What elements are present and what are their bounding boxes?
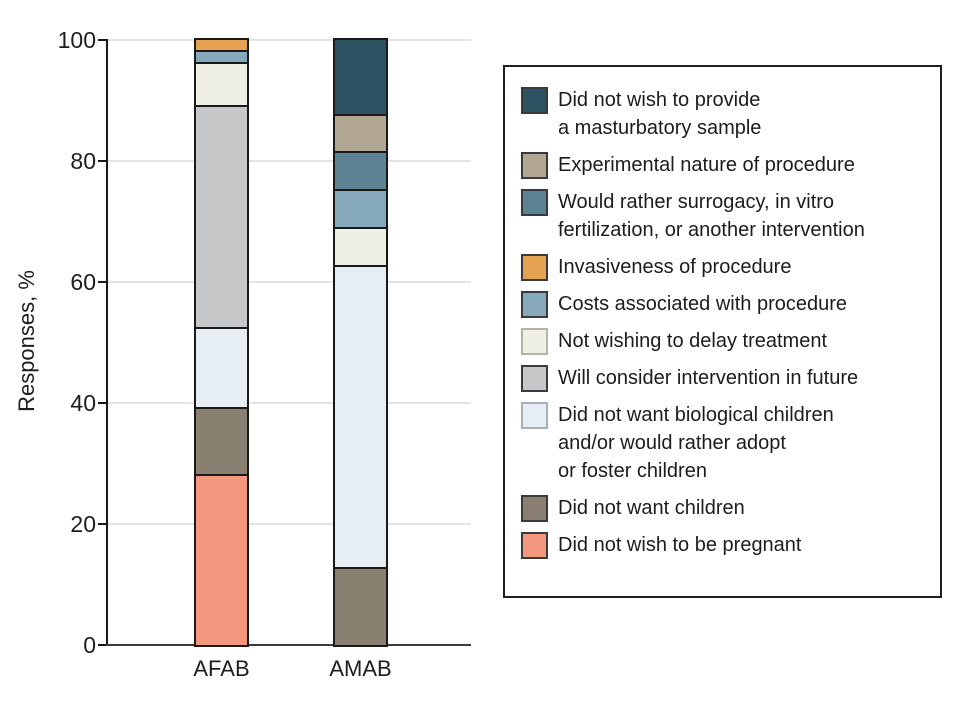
- legend-swatch-pregnant: [521, 532, 548, 559]
- legend-swatch-no_bio_children: [521, 402, 548, 429]
- legend-item-delay: Not wishing to delay treatment: [521, 327, 930, 355]
- legend-item-pregnant: Did not wish to be pregnant: [521, 531, 930, 559]
- legend-label: Did not want biological children and/or …: [558, 404, 834, 482]
- legend-item-sample: Did not wish to provide a masturbatory s…: [521, 86, 930, 142]
- bar-segment-no_bio_children: [335, 266, 386, 570]
- y-tick-label: 40: [70, 390, 96, 416]
- legend-label: Did not want children: [558, 497, 745, 519]
- legend-item-surrogacy: Would rather surrogacy, in vitro fertili…: [521, 188, 930, 244]
- legend-swatch-delay: [521, 328, 548, 355]
- gridline: [107, 281, 471, 283]
- bar-segment-no_children: [196, 409, 247, 476]
- x-category-label-amab: AMAB: [329, 656, 392, 681]
- legend-swatch-no_children: [521, 495, 548, 522]
- bar-segment-no_children: [335, 569, 386, 645]
- x-axis-line: [106, 644, 471, 646]
- bar-segment-invasive: [196, 40, 247, 53]
- bar-segment-delay: [196, 64, 247, 107]
- legend-item-no_children: Did not want children: [521, 494, 930, 522]
- legend-swatch-future: [521, 365, 548, 392]
- legend-swatch-experimental: [521, 152, 548, 179]
- gridline: [107, 523, 471, 525]
- gridline: [107, 160, 471, 162]
- y-tick-mark: [98, 39, 107, 41]
- bar-segment-sample: [335, 40, 386, 116]
- y-tick-label: 60: [70, 269, 96, 295]
- legend-label: Did not wish to be pregnant: [558, 534, 802, 556]
- legend-label: Did not wish to provide a masturbatory s…: [558, 89, 762, 139]
- legend-item-costs: Costs associated with procedure: [521, 290, 930, 318]
- bar-afab: [194, 38, 249, 647]
- bar-segment-pregnant: [196, 475, 247, 645]
- x-category-label-afab: AFAB: [193, 656, 250, 681]
- legend-label: Would rather surrogacy, in vitro fertili…: [558, 191, 865, 241]
- gridline: [107, 402, 471, 404]
- legend-label: Costs associated with procedure: [558, 293, 848, 315]
- y-tick-label: 80: [70, 148, 96, 174]
- bar-segment-costs: [335, 191, 386, 230]
- y-tick-mark: [98, 160, 107, 162]
- legend-item-experimental: Experimental nature of procedure: [521, 151, 930, 179]
- bar-segment-future: [196, 106, 247, 329]
- legend-label: Experimental nature of procedure: [558, 154, 855, 176]
- y-tick-label: 100: [57, 27, 96, 53]
- bar-segment-costs: [196, 52, 247, 65]
- legend-label: Not wishing to delay treatment: [558, 330, 828, 352]
- y-tick-mark: [98, 281, 107, 283]
- y-axis-line: [106, 39, 108, 646]
- legend-item-invasive: Invasiveness of procedure: [521, 253, 930, 281]
- bar-amab: [333, 38, 388, 647]
- y-tick-mark: [98, 644, 107, 646]
- bar-segment-experimental: [335, 115, 386, 154]
- y-tick-label: 20: [70, 511, 96, 537]
- legend-label: Invasiveness of procedure: [558, 256, 792, 278]
- legend-swatch-invasive: [521, 254, 548, 281]
- bar-segment-no_bio_children: [196, 328, 247, 410]
- legend-item-no_bio_children: Did not want biological children and/or …: [521, 401, 930, 485]
- bar-segment-delay: [335, 229, 386, 267]
- legend-swatch-costs: [521, 291, 548, 318]
- y-tick-mark: [98, 402, 107, 404]
- bar-segment-surrogacy: [335, 153, 386, 192]
- gridline: [107, 39, 471, 41]
- legend: Did not wish to provide a masturbatory s…: [503, 65, 942, 598]
- legend-item-future: Will consider intervention in future: [521, 364, 930, 392]
- legend-label: Will consider intervention in future: [558, 367, 859, 389]
- legend-swatch-surrogacy: [521, 189, 548, 216]
- legend-swatch-sample: [521, 87, 548, 114]
- y-tick-mark: [98, 523, 107, 525]
- y-tick-label: 0: [83, 632, 96, 658]
